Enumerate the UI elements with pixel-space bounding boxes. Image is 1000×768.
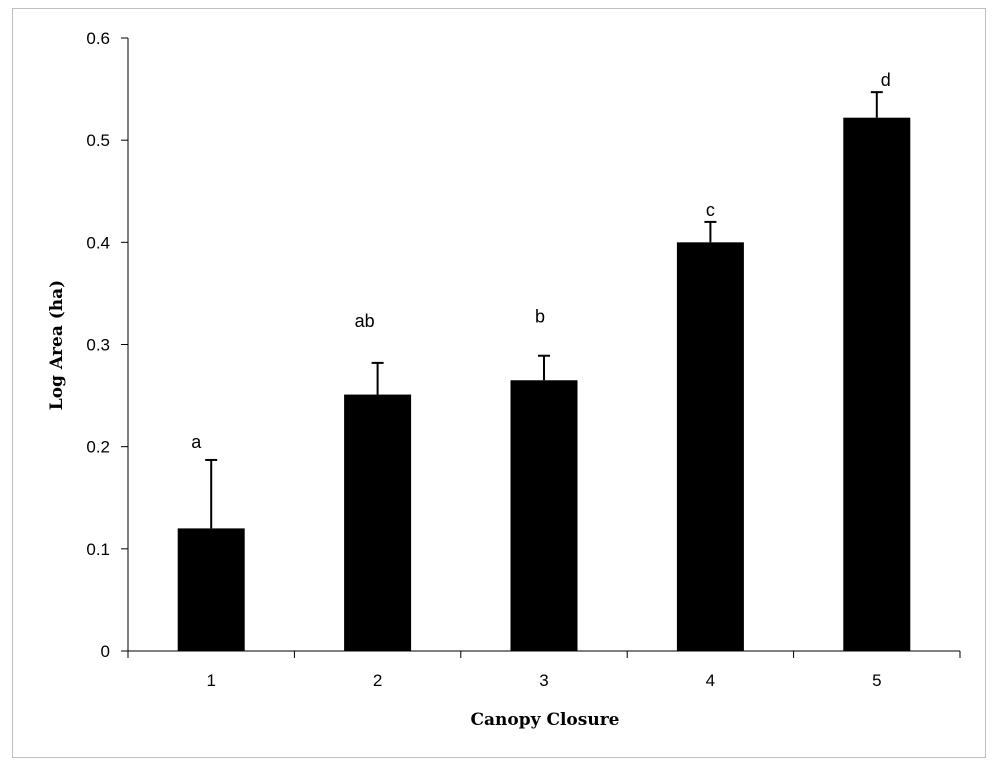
y-tick-label: 0.4 bbox=[86, 233, 110, 252]
significance-labels: a ab b c d bbox=[191, 70, 891, 452]
x-axis-title: Canopy Closure bbox=[471, 710, 620, 730]
bar bbox=[177, 528, 245, 651]
y-tick-label: 0 bbox=[101, 642, 110, 661]
y-tick-label: 0.2 bbox=[86, 438, 110, 457]
bars bbox=[177, 117, 911, 652]
x-tick-label: 4 bbox=[706, 671, 715, 690]
significance-label: c bbox=[706, 200, 715, 220]
significance-label: ab bbox=[355, 311, 375, 331]
y-tick-label: 0.6 bbox=[86, 29, 110, 48]
bar bbox=[843, 117, 911, 651]
significance-label: a bbox=[191, 432, 202, 452]
x-tick-label: 5 bbox=[872, 671, 881, 690]
y-tick-label: 0.5 bbox=[86, 131, 110, 150]
bar bbox=[510, 380, 578, 651]
significance-label: b bbox=[535, 307, 545, 327]
y-axis-ticks: 0 0.1 0.2 0.3 0.4 0.5 0.6 bbox=[86, 29, 128, 661]
y-tick-label: 0.3 bbox=[86, 336, 110, 355]
bar bbox=[344, 394, 412, 651]
chart-frame bbox=[12, 8, 986, 758]
y-tick-label: 0.1 bbox=[86, 540, 110, 559]
x-axis-ticks: 1 2 3 4 5 bbox=[127, 651, 961, 690]
x-tick-label: 3 bbox=[539, 671, 548, 690]
bar bbox=[676, 242, 744, 652]
x-tick-label: 1 bbox=[206, 671, 215, 690]
y-axis-title: Log Area (ha) bbox=[47, 280, 67, 410]
significance-label: d bbox=[881, 70, 891, 90]
error-bars bbox=[205, 91, 883, 529]
x-tick-label: 2 bbox=[373, 671, 382, 690]
